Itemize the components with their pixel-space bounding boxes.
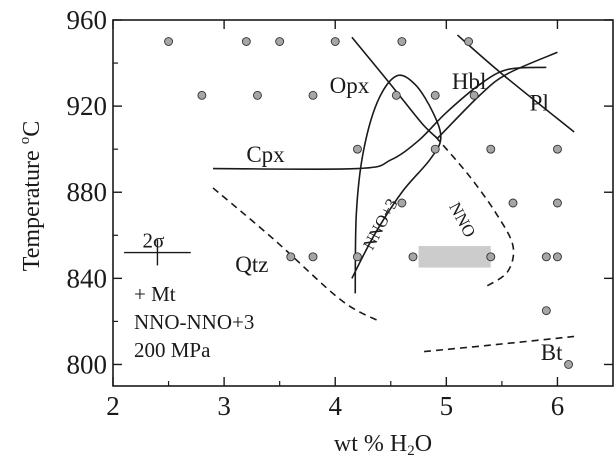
curve-hbl-2 (436, 51, 558, 139)
data-point (197, 90, 207, 100)
curve-hbl-1 (351, 36, 439, 139)
data-point (397, 198, 407, 208)
curve-bt (424, 335, 575, 353)
data-point (308, 252, 318, 262)
y-tick-label: 920 (67, 91, 108, 121)
data-point (408, 252, 418, 262)
data-point (330, 37, 340, 46)
y-tick-label: 880 (67, 177, 108, 207)
data-point (552, 144, 562, 154)
y-axis-title: Temperature oC (17, 121, 45, 271)
data-point (252, 90, 262, 100)
label-cpx: Cpx (246, 142, 285, 167)
data-point (397, 37, 407, 46)
curve-cpx (212, 66, 547, 170)
label-nno: NNO (445, 199, 479, 240)
x-tick-label: 3 (217, 391, 231, 421)
data-point (352, 252, 362, 262)
curve-opx (351, 74, 442, 294)
data-point (352, 144, 362, 154)
data-point (241, 37, 251, 46)
label-bt: Bt (541, 340, 563, 365)
data-point (286, 252, 296, 262)
x-axis-title: wt % H2O (334, 431, 432, 459)
shaded-region (418, 246, 491, 268)
curve-qtz (212, 187, 381, 323)
note-buffer: NNO-NNO+3 (134, 310, 254, 334)
x-tick-label: 2 (106, 391, 120, 421)
data-point (430, 144, 440, 154)
data-point (552, 198, 562, 208)
label-qtz: Qtz (235, 252, 268, 277)
label-hbl: Hbl (452, 69, 487, 94)
data-point (486, 252, 496, 262)
data-point (508, 198, 518, 208)
axes: 2 3 4 5 6 800 840 880 920 960 (67, 5, 614, 421)
data-point (552, 252, 562, 262)
plot-frame (112, 19, 614, 387)
data-point (564, 360, 574, 369)
shade-layer (418, 246, 491, 268)
x-tick-label: 6 (551, 391, 565, 421)
data-point (308, 90, 318, 100)
point-layer (164, 37, 574, 369)
curve-layer (212, 34, 575, 353)
data-point (164, 37, 174, 46)
data-point (486, 144, 496, 154)
label-nno-3: NNO+3 (359, 195, 402, 252)
note-mt: + Mt (134, 282, 176, 306)
x-tick-label: 4 (328, 391, 342, 421)
y-tick-label: 960 (67, 5, 108, 35)
x-tick-label: 5 (440, 391, 454, 421)
data-point (541, 306, 551, 316)
note-pressure: 200 MPa (134, 338, 211, 362)
data-point (469, 90, 479, 100)
data-point (391, 90, 401, 100)
labels: Opx Hbl Pl Cpx Qtz Bt NNO+3 NNO (235, 69, 563, 365)
data-point (541, 252, 551, 262)
y-tick-label: 840 (67, 263, 108, 293)
y-tick-label: 800 (67, 349, 108, 379)
label-pl: Pl (530, 90, 549, 115)
error-bar-label: 2σ (143, 229, 165, 253)
data-point (430, 90, 440, 100)
error-bar: 2σ (124, 229, 191, 266)
data-point (275, 37, 285, 46)
label-opx: Opx (330, 73, 370, 98)
data-point (464, 37, 474, 46)
